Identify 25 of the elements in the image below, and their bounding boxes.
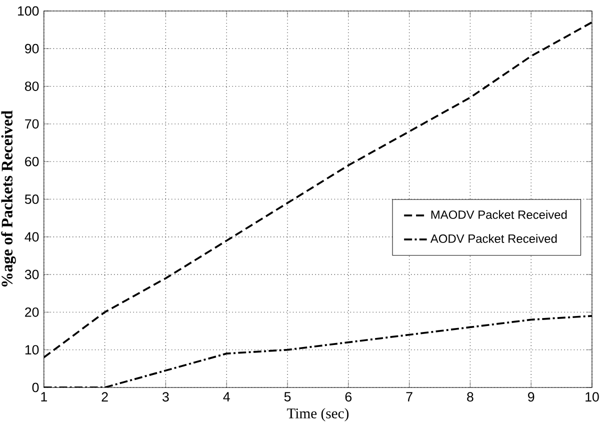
x-tick-label: 2: [102, 392, 108, 402]
y-tick-label: 10: [25, 345, 39, 355]
y-tick-label: 60: [25, 156, 39, 166]
y-axis-title: %age of Packets Received: [1, 110, 16, 286]
legend-label: MAODV Packet Received: [431, 210, 567, 219]
y-tick-label: 0: [32, 382, 39, 392]
x-tick-label: 5: [284, 392, 291, 402]
y-tick-label: 50: [24, 194, 39, 204]
legend-label: AODV Packet Received: [430, 234, 557, 243]
x-tick-label: 1: [41, 392, 47, 402]
x-tick-label: 4: [223, 392, 230, 402]
x-tick-label: 7: [406, 392, 412, 402]
x-tick-label: 8: [467, 392, 474, 402]
y-tick-label: 40: [24, 232, 39, 242]
y-tick-label: 80: [24, 82, 39, 91]
y-tick-label: 70: [25, 119, 39, 129]
y-tick-label: 30: [24, 270, 39, 280]
x-tick-label: 10: [586, 392, 599, 402]
x-tick-label: 6: [345, 392, 352, 402]
x-axis-title: Time (sec): [286, 408, 349, 422]
x-tick-label: 9: [528, 392, 534, 402]
x-tick-label: 3: [162, 392, 169, 402]
y-tick-label: 90: [25, 44, 39, 54]
y-tick-label: 100: [18, 6, 39, 16]
y-tick-label: 20: [25, 307, 39, 317]
